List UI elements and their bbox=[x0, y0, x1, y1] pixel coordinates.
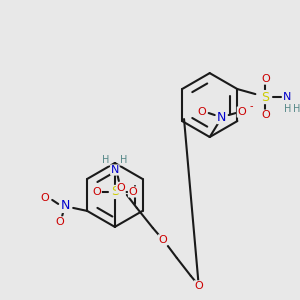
Text: O: O bbox=[92, 187, 101, 197]
Text: N: N bbox=[283, 92, 292, 102]
Text: O: O bbox=[261, 110, 270, 120]
Text: N: N bbox=[111, 165, 119, 175]
Text: N: N bbox=[217, 110, 226, 124]
Text: S: S bbox=[261, 91, 269, 103]
Text: O: O bbox=[237, 107, 246, 117]
Text: O: O bbox=[56, 217, 64, 227]
Text: H: H bbox=[284, 104, 291, 114]
Text: O: O bbox=[158, 235, 167, 245]
Text: -: - bbox=[250, 101, 253, 111]
Text: N: N bbox=[61, 200, 70, 212]
Text: O: O bbox=[116, 183, 125, 193]
Text: O: O bbox=[128, 187, 137, 197]
Text: O: O bbox=[41, 193, 50, 203]
Text: S: S bbox=[111, 185, 119, 198]
Text: H: H bbox=[102, 155, 110, 165]
Text: O: O bbox=[261, 74, 270, 84]
Text: O: O bbox=[194, 281, 203, 291]
Text: H: H bbox=[120, 155, 127, 165]
Text: O: O bbox=[197, 107, 206, 117]
Text: H: H bbox=[292, 104, 300, 114]
